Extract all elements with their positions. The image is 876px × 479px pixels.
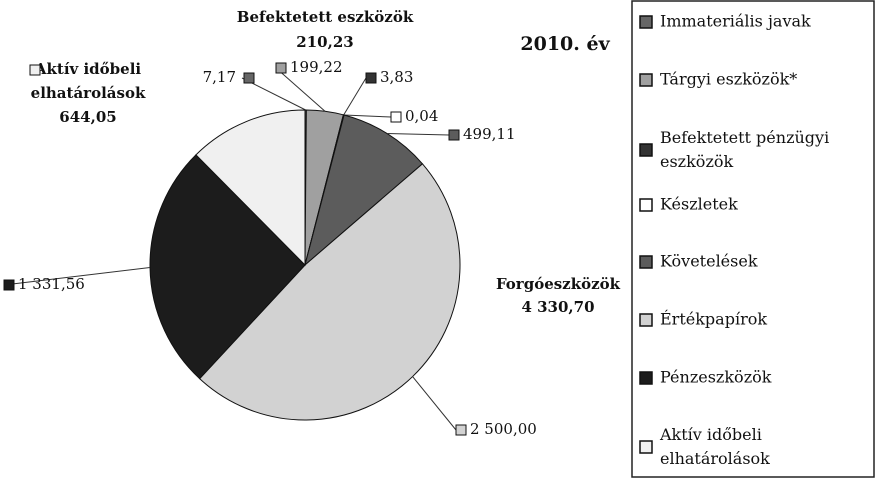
legend-swatch bbox=[639, 73, 653, 87]
leader-line bbox=[3, 267, 151, 286]
legend-swatch bbox=[639, 313, 653, 327]
group-title: Aktív időbeli elhatárolások bbox=[31, 60, 146, 102]
group-total: 210,23 bbox=[296, 33, 353, 51]
legend-label: Pénzeszközök bbox=[660, 368, 772, 387]
label-swatch bbox=[365, 72, 377, 84]
legend-label: Immateriális javak bbox=[660, 12, 811, 31]
legend-label: Aktív időbeli elhatárolások bbox=[659, 425, 770, 468]
leader-line bbox=[275, 67, 326, 112]
legend-box bbox=[631, 0, 875, 478]
group-title: Befektetett eszközök bbox=[237, 8, 414, 26]
legend-label: Készletek bbox=[660, 195, 738, 214]
leader-line bbox=[343, 77, 367, 116]
label-swatch bbox=[3, 279, 15, 291]
legend-swatch bbox=[639, 440, 653, 454]
value-label: 2 500,00 bbox=[470, 420, 537, 438]
value-label: 499,11 bbox=[463, 125, 516, 143]
label-swatch bbox=[390, 111, 402, 123]
chart-title: 2010. év bbox=[520, 33, 610, 55]
label-swatch bbox=[448, 129, 460, 141]
legend-swatch bbox=[639, 371, 653, 385]
legend-swatch bbox=[639, 255, 653, 269]
label-swatch bbox=[455, 424, 467, 436]
value-label: 7,17 bbox=[203, 68, 236, 86]
pie-slice bbox=[149, 154, 306, 380]
legend-label: Követelések bbox=[660, 252, 758, 271]
leader-line bbox=[344, 114, 392, 118]
group-total: 4 330,70 bbox=[521, 298, 594, 316]
pie-slice bbox=[304, 114, 424, 267]
label-swatch bbox=[275, 62, 287, 74]
value-label: 199,22 bbox=[290, 58, 343, 76]
group-title: Forgóeszközök bbox=[496, 275, 621, 293]
pie-slice bbox=[195, 109, 306, 267]
leader-line bbox=[412, 376, 457, 431]
legend-label: Befektetett pénzügyi eszközök bbox=[660, 128, 829, 171]
value-label: 0,04 bbox=[405, 107, 438, 125]
label-swatch bbox=[243, 72, 255, 84]
legend-label: Tárgyi eszközök* bbox=[660, 70, 797, 89]
label-swatch bbox=[29, 64, 41, 76]
value-label: 3,83 bbox=[380, 68, 413, 86]
value-label: 1 331,56 bbox=[18, 275, 85, 293]
legend-label: Értékpapírok bbox=[660, 309, 767, 329]
value-label: 644,05 bbox=[59, 108, 116, 126]
legend-swatch bbox=[639, 15, 653, 29]
legend-swatch bbox=[639, 198, 653, 212]
leader-line bbox=[386, 132, 450, 136]
legend-swatch bbox=[639, 143, 653, 157]
